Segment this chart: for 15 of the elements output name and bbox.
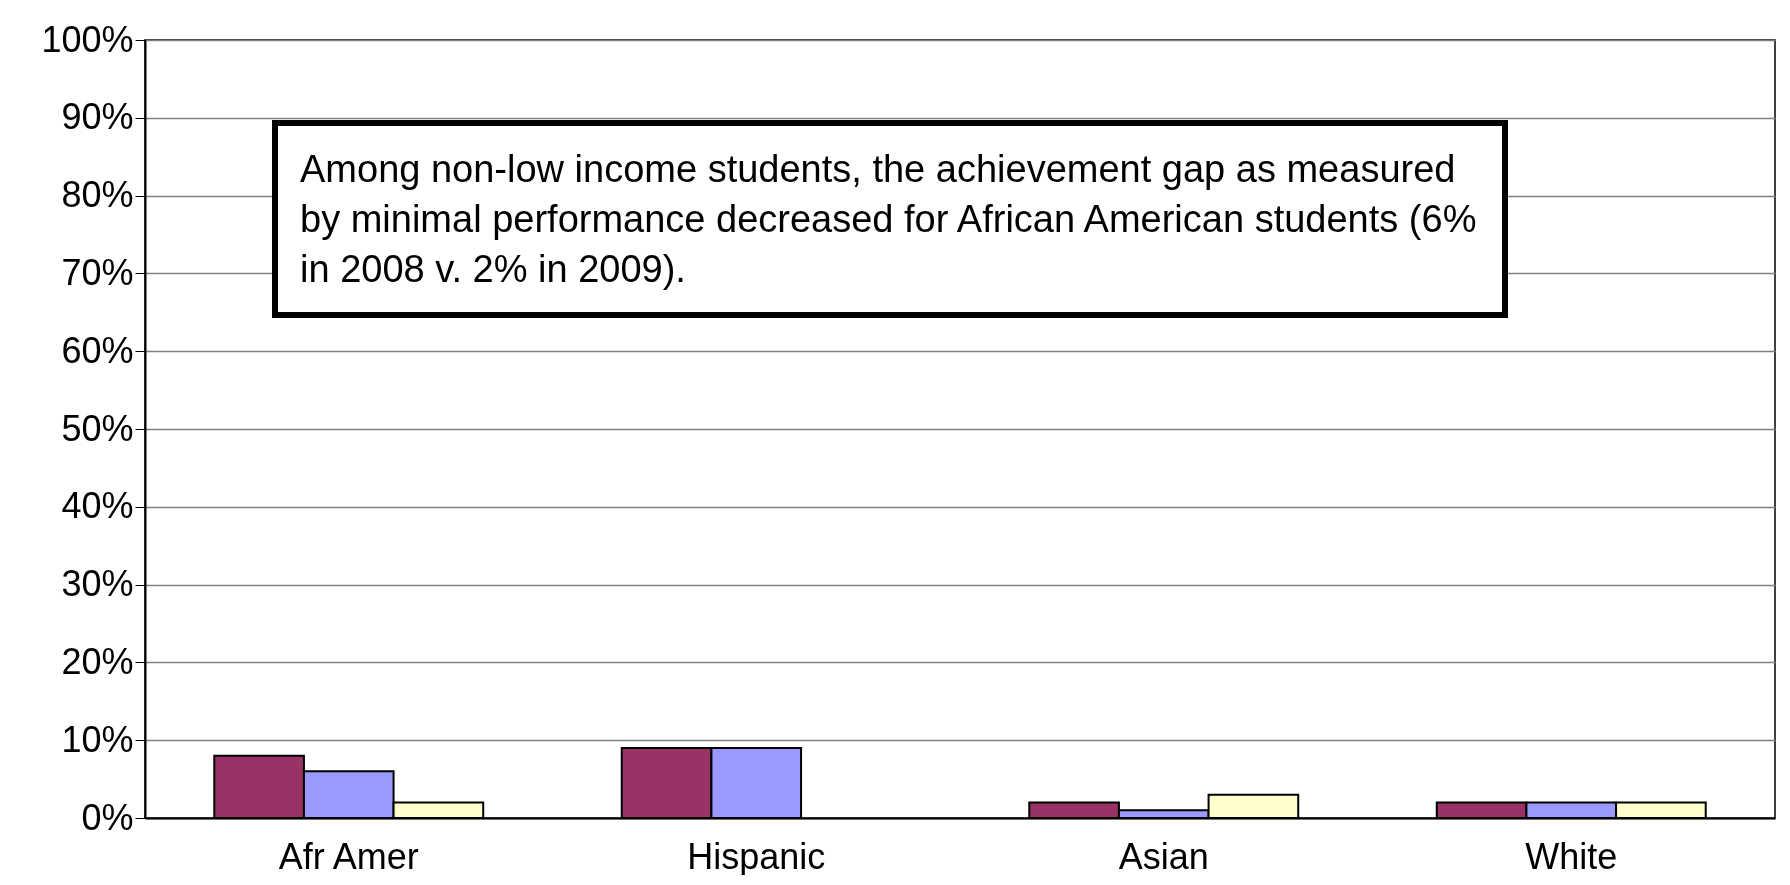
y-tick-label: 0% xyxy=(81,796,134,838)
y-tick-label: 50% xyxy=(61,407,134,449)
x-tick-label: Asian xyxy=(1118,835,1209,877)
y-tick-label: 90% xyxy=(61,96,134,138)
annotation: Among non-low income students, the achievement gap as measured by minimal performance decreased for African American students (6% in 2008 v. 2% in 2009). xyxy=(272,120,1508,318)
y-tick-label: 10% xyxy=(61,718,134,760)
y-tick-label: 80% xyxy=(61,174,134,216)
x-tick-label: Afr Amer xyxy=(278,835,419,877)
y-tick-label: 60% xyxy=(61,329,134,371)
y-tick-label: 100% xyxy=(41,18,134,60)
y-tick-label: 40% xyxy=(61,485,134,527)
x-tick-label: White xyxy=(1525,835,1618,877)
y-tick-label: 30% xyxy=(61,563,134,605)
y-tick-label: 70% xyxy=(61,251,134,293)
y-tick-label: 20% xyxy=(61,640,134,682)
